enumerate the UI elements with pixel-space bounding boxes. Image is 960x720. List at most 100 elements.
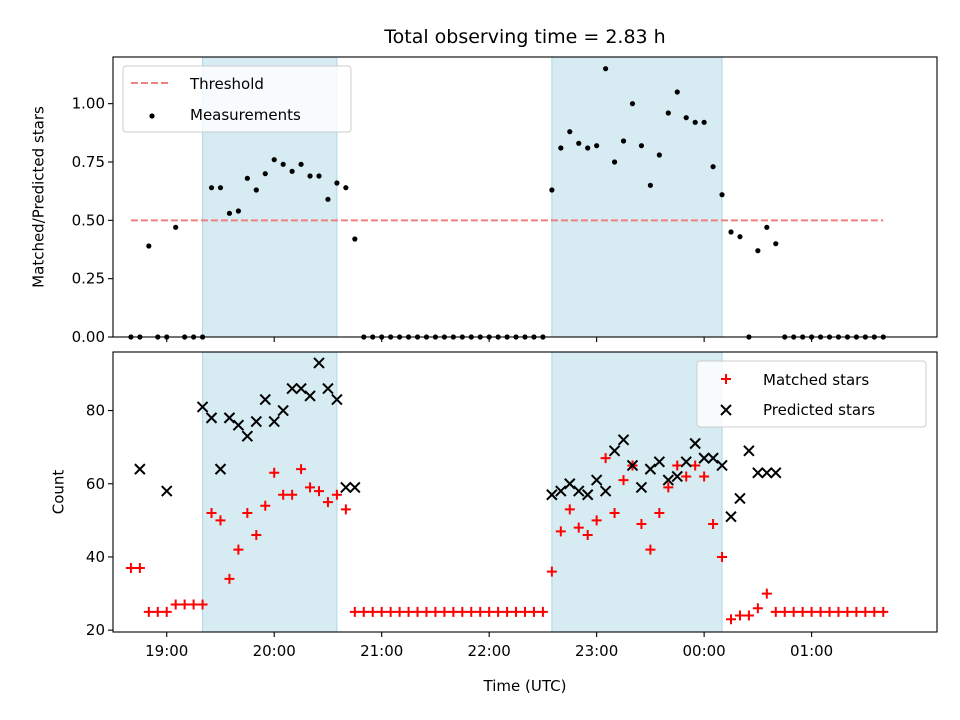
matched-star-point	[860, 606, 871, 617]
matched-star-point	[672, 460, 683, 471]
matched-star-point	[761, 588, 772, 599]
predicted-star-point	[573, 485, 585, 497]
predicted-star-point	[349, 481, 361, 494]
measurement-point	[710, 164, 716, 170]
measurement-point	[692, 119, 698, 125]
measurement-point	[773, 241, 779, 247]
matched-star-point	[690, 460, 701, 471]
top-y-axis-label: Matched/Predicted stars	[29, 106, 47, 288]
predicted-star-point	[161, 485, 173, 497]
matched-star-point	[699, 471, 710, 482]
top-panel: 0.00 0.25 0.50 0.75 1.00 Total observing tim…	[29, 26, 938, 346]
predicted-star-point	[214, 463, 227, 475]
matched-star-point	[394, 606, 405, 617]
predicted-star-point	[322, 382, 334, 395]
legend-predicted-swatch	[720, 404, 732, 416]
predicted-star-point	[581, 489, 594, 501]
matched-star-point	[161, 606, 172, 617]
measurement-point	[271, 157, 277, 163]
predicted-star-point	[644, 463, 657, 475]
x-tick-label: 00:00	[683, 642, 726, 660]
matched-star-point	[851, 606, 862, 617]
y-tick-label: 40	[86, 548, 105, 566]
measurement-point	[594, 143, 600, 149]
measurement-point	[629, 101, 636, 107]
matched-star-point	[206, 508, 217, 519]
measurement-point	[334, 180, 340, 186]
x-tick-label: 21:00	[360, 642, 403, 660]
predicted-star-point	[689, 437, 701, 450]
matched-star-point	[564, 504, 575, 515]
measurement-point	[638, 143, 645, 149]
matched-star-point	[233, 544, 244, 555]
matched-star-point	[134, 562, 145, 573]
measurement-point	[647, 182, 653, 188]
matched-star-point	[833, 606, 844, 617]
matched-star-point	[520, 606, 530, 617]
predicted-star-point	[716, 459, 728, 472]
matched-star-point	[448, 606, 459, 617]
matched-star-point	[493, 606, 504, 617]
matched-star-point	[779, 606, 790, 617]
matched-star-point	[170, 599, 181, 610]
matched-star-point	[358, 606, 369, 617]
matched-star-point	[824, 606, 835, 617]
predicted-star-point	[743, 445, 755, 457]
measurement-point	[728, 229, 734, 235]
measurement-point	[235, 208, 241, 214]
predicted-star-point	[555, 485, 567, 497]
matched-star-point	[511, 606, 522, 617]
matched-star-point	[681, 471, 692, 482]
predicted-star-point	[340, 481, 352, 494]
matched-star-point	[439, 606, 450, 617]
matched-star-point	[314, 486, 324, 497]
measurement-point	[683, 115, 689, 121]
matched-star-point	[618, 475, 629, 486]
top-axes-frame	[112, 56, 938, 338]
predicted-star-point	[277, 404, 289, 417]
matched-star-point	[278, 489, 289, 500]
y-tick-label: 20	[86, 621, 105, 639]
predicted-star-point	[617, 434, 630, 446]
y-tick-label: 0.00	[72, 328, 105, 346]
matched-star-point	[197, 599, 208, 610]
predicted-star-point	[196, 401, 209, 413]
predicted-star-point	[313, 357, 325, 369]
matched-star-point	[869, 606, 880, 617]
matched-star-point	[475, 606, 486, 617]
matched-star-point	[188, 599, 199, 610]
matched-star-point	[582, 530, 593, 541]
legend-box	[122, 65, 352, 133]
y-tick-label: 1.00	[72, 95, 105, 113]
matched-star-point	[636, 519, 647, 530]
measurement-point	[764, 224, 770, 230]
predicted-star-point	[223, 412, 236, 424]
matched-star-point	[305, 482, 316, 493]
matched-star-point	[717, 551, 728, 562]
measurement-point	[665, 110, 671, 116]
legend-predicted-label: Predicted stars	[763, 401, 875, 419]
measurement-point	[208, 185, 215, 191]
matched-star-point	[421, 606, 432, 617]
matched-star-point	[663, 482, 674, 493]
measurement-point	[325, 196, 331, 202]
x-tick-label: 22:00	[468, 642, 511, 660]
matched-star-point	[331, 489, 342, 500]
predicted-star-point	[250, 415, 263, 428]
measurement-point	[737, 234, 743, 240]
top-y-ticks: 0.00 0.25 0.50 0.75 1.00	[72, 95, 113, 346]
measurement-point	[173, 224, 179, 230]
predicted-star-point	[734, 492, 746, 505]
matched-star-point	[609, 508, 620, 519]
legend-matched-swatch	[721, 374, 731, 384]
matched-star-point	[770, 606, 781, 617]
matched-star-point	[815, 606, 826, 617]
bottom-legend: Matched stars Predicted stars	[696, 360, 927, 428]
matched-star-point	[708, 519, 719, 530]
bottom-shaded-intervals	[202, 351, 723, 633]
matched-star-point	[152, 606, 163, 617]
predicted-star-point	[286, 382, 298, 395]
matched-star-point	[269, 467, 280, 478]
predicted-star-point	[241, 430, 254, 442]
